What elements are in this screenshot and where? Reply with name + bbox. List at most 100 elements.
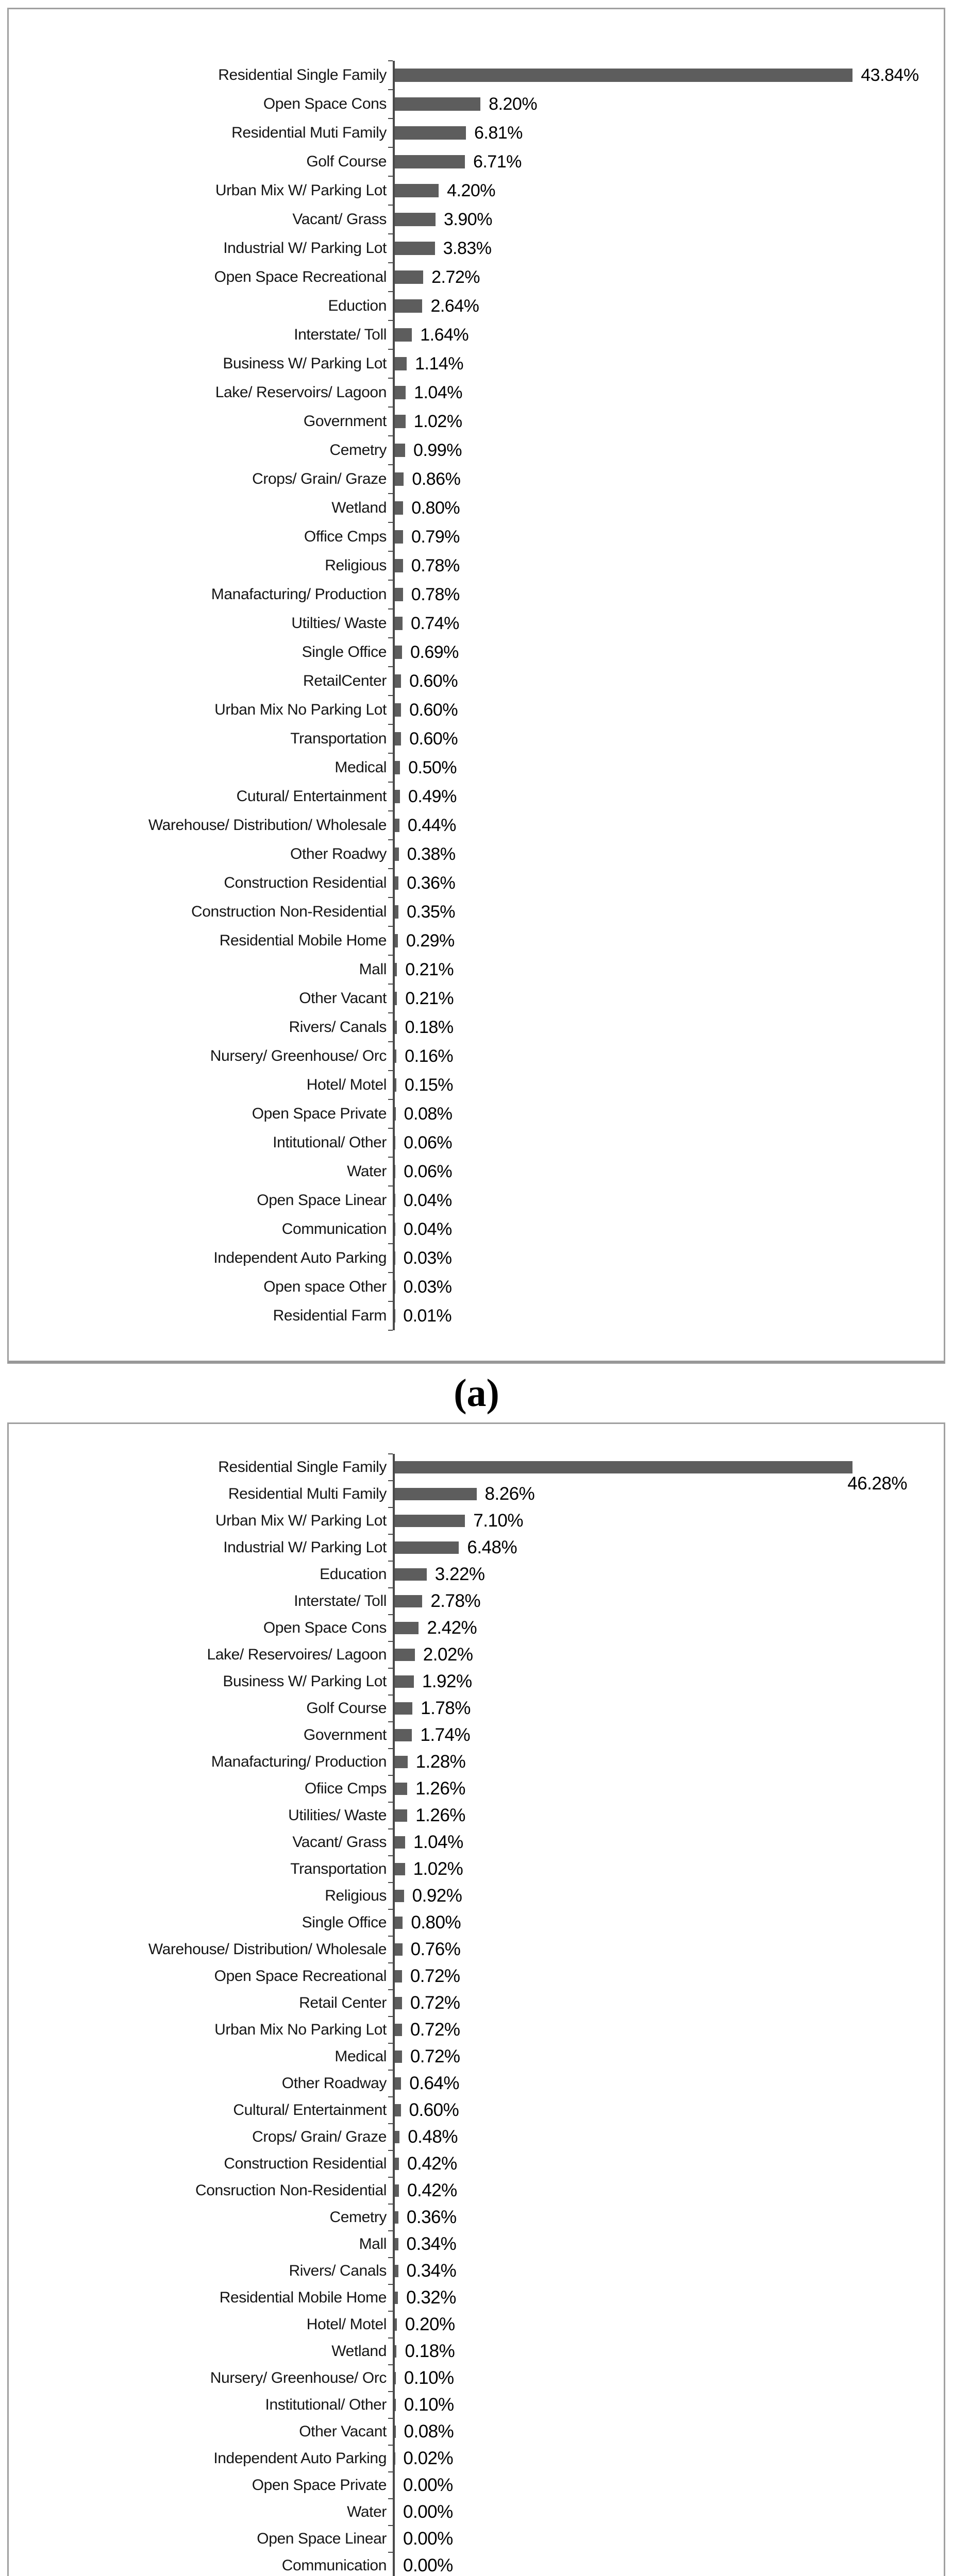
bar-row: Eduction 2.64% <box>9 291 944 320</box>
category-label: Urban Mix No Parking Lot <box>214 701 387 718</box>
category-label: Water <box>347 2503 387 2520</box>
category-label: Cemetry <box>329 441 387 459</box>
bar-zone: 0.00% <box>388 2525 933 2552</box>
value-label: 1.28% <box>415 1752 466 1772</box>
bar <box>395 2211 398 2224</box>
bar-zone: 2.78% <box>388 1587 933 1615</box>
bar-row: Medical 0.50% <box>9 753 944 782</box>
value-label: 0.29% <box>406 930 455 951</box>
bar-zone: 1.26% <box>388 1802 933 1829</box>
bar-row: Industrial W/ Parking Lot 3.83% <box>9 233 944 263</box>
bar <box>395 1809 408 1822</box>
bar <box>395 1836 405 1849</box>
value-label: 0.06% <box>404 1132 453 1153</box>
bar-zone: 0.32% <box>388 2284 933 2311</box>
bar-zone: 1.14% <box>388 349 933 378</box>
value-label: 0.86% <box>412 469 461 489</box>
bar <box>395 2238 398 2250</box>
value-label: 0.03% <box>403 1248 452 1268</box>
bar-row: Golf Course 1.78% <box>9 1694 944 1722</box>
bar <box>395 588 403 601</box>
category-label: Open Space Recreational <box>214 1967 387 1985</box>
bar-row: Other Roadway 0.64% <box>9 2070 944 2097</box>
bar-zone: 0.02% <box>388 2445 933 2472</box>
bar-zone: 6.48% <box>388 1534 933 1561</box>
category-label: Cutural/ Entertainment <box>236 787 387 805</box>
bar-zone: 0.50% <box>388 753 933 782</box>
bar <box>395 213 436 226</box>
bar <box>395 2426 396 2438</box>
value-label: 0.18% <box>405 1017 454 1037</box>
value-label: 0.80% <box>411 1912 461 1933</box>
bar-row: Institutional/ Other 0.10% <box>9 2391 944 2418</box>
bar <box>395 646 402 659</box>
value-label: 0.00% <box>403 2529 453 2549</box>
category-label: Hotel/ Motel <box>306 2315 387 2333</box>
value-label: 3.22% <box>434 1564 485 1584</box>
bar-zone: 0.72% <box>388 2016 933 2043</box>
bar <box>395 1021 397 1034</box>
category-label: Industrial W/ Parking Lot <box>223 239 387 257</box>
bar-zone: 0.18% <box>388 2337 933 2365</box>
bar-zone: 3.83% <box>388 233 933 263</box>
bar <box>395 2024 402 2036</box>
bar-row: Mall 0.34% <box>9 2230 944 2258</box>
bar-zone: 0.35% <box>388 897 933 926</box>
category-label: Other Roadwy <box>290 845 387 862</box>
value-label: 43.84% <box>861 65 919 85</box>
category-label: Mall <box>359 2235 387 2252</box>
bar-row: Business W/ Parking Lot 1.92% <box>9 1668 944 1695</box>
bar-zone: 0.44% <box>388 810 933 840</box>
bar-row: Residential Farm 0.01% <box>9 1301 944 1331</box>
bar-row: Lake/ Reservoirs/ Lagoon 1.04% <box>9 378 944 407</box>
bar-zone: 1.26% <box>388 1775 933 1802</box>
bar-row: Residential Mobile Home 0.32% <box>9 2284 944 2311</box>
bar-zone: 0.01% <box>388 1301 933 1331</box>
category-label: Independent Auto Parking <box>213 2449 387 2467</box>
bar-zone: 2.42% <box>388 1614 933 1641</box>
value-label: 0.60% <box>409 671 458 691</box>
bar-zone: 0.10% <box>388 2364 933 2392</box>
value-label: 0.15% <box>405 1075 453 1095</box>
bar-zone: 0.60% <box>388 666 933 696</box>
bar-zone: 0.79% <box>388 522 933 551</box>
category-label: Open Space Linear <box>257 1191 387 1209</box>
category-label: Residential Single Family <box>218 66 387 83</box>
category-label: Nursery/ Greenhouse/ Orc <box>210 1047 387 1064</box>
bar-row: Wetland 0.18% <box>9 2337 944 2365</box>
bar-row: Open Space Recreational 0.72% <box>9 1962 944 1990</box>
bar-zone: 0.15% <box>388 1070 933 1099</box>
bar <box>395 155 465 168</box>
bar-row: Communication 0.00% <box>9 2552 944 2576</box>
category-label: Ofiice Cmps <box>305 1780 387 1797</box>
bar-zone: 0.69% <box>388 637 933 667</box>
bar-row: Urban Mix W/ Parking Lot 7.10% <box>9 1507 944 1534</box>
value-label: 1.92% <box>422 1671 472 1691</box>
value-label: 0.02% <box>403 2448 454 2468</box>
value-label: 0.78% <box>411 584 460 604</box>
bar-row: Open space Other 0.03% <box>9 1272 944 1301</box>
bar-row: Rivers/ Canals 0.18% <box>9 1012 944 1042</box>
bar-row: Crops/ Grain/ Graze 0.86% <box>9 464 944 494</box>
category-label: Manafacturing/ Production <box>211 1753 387 1770</box>
category-label: Open Space Private <box>252 1105 387 1122</box>
bar-row: Mall 0.21% <box>9 955 944 984</box>
bar-zone: 0.08% <box>388 1099 933 1128</box>
category-label: Vacant/ Grass <box>292 210 387 228</box>
bar-zone: 0.08% <box>388 2418 933 2445</box>
bar-zone: 0.78% <box>388 580 933 609</box>
bar-row: Residential Single Family 43.84% <box>9 60 944 90</box>
value-label: 0.21% <box>405 988 454 1008</box>
value-label: 0.21% <box>405 959 454 979</box>
bar-zone: 0.64% <box>388 2070 933 2097</box>
category-label: Open Space Private <box>252 2476 387 2494</box>
bar <box>395 2345 397 2358</box>
bar-row: Hotel/ Motel 0.20% <box>9 2311 944 2338</box>
bar-zone: 0.04% <box>388 1185 933 1215</box>
bar-zone: 0.42% <box>388 2177 933 2204</box>
bar-row: Vacant/ Grass 1.04% <box>9 1828 944 1856</box>
category-label: Government <box>303 1726 387 1743</box>
bar <box>395 270 424 284</box>
bar-plot-a: Residential Single Family 43.84% Open Spac… <box>9 60 944 1331</box>
bar <box>395 2184 399 2197</box>
